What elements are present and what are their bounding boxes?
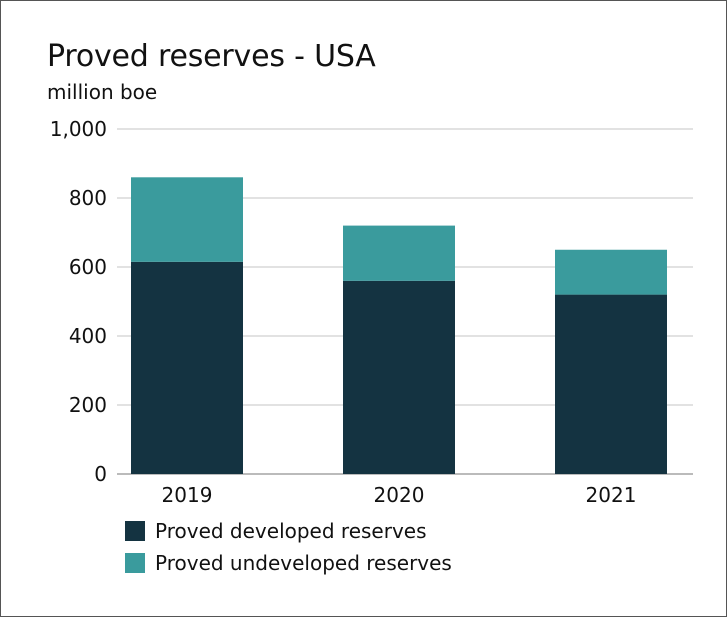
y-tick-label-400: 400	[69, 324, 107, 348]
y-tick-label-1000: 1,000	[50, 117, 107, 141]
x-tick-label-2020: 2020	[374, 483, 425, 507]
y-tick-label-0: 0	[94, 462, 107, 486]
legend-swatch-developed	[125, 521, 145, 541]
legend-item-developed: Proved developed reserves	[125, 519, 427, 543]
bar-2021-undeveloped	[555, 249, 667, 295]
chart-subtitle: million boe	[47, 80, 158, 104]
bar-2019-developed	[131, 261, 243, 474]
y-tick-label-200: 200	[69, 393, 107, 417]
x-tick-label-2019: 2019	[162, 483, 213, 507]
legend-label-undeveloped: Proved undeveloped reserves	[155, 551, 452, 575]
bar-chart-plot: 0 200 400 600 800 1,000 2019 2020 2021	[50, 117, 693, 507]
legend-label-developed: Proved developed reserves	[155, 519, 427, 543]
y-tick-label-600: 600	[69, 255, 107, 279]
bar-2019-undeveloped	[131, 177, 243, 262]
bar-2020-undeveloped	[343, 225, 455, 281]
legend-swatch-undeveloped	[125, 553, 145, 573]
y-tick-label-800: 800	[69, 186, 107, 210]
bar-2021-developed	[555, 294, 667, 474]
legend-item-undeveloped: Proved undeveloped reserves	[125, 551, 452, 575]
chart-title: Proved reserves - USA	[47, 39, 376, 74]
x-tick-label-2021: 2021	[586, 483, 637, 507]
bar-2020-developed	[343, 280, 455, 474]
